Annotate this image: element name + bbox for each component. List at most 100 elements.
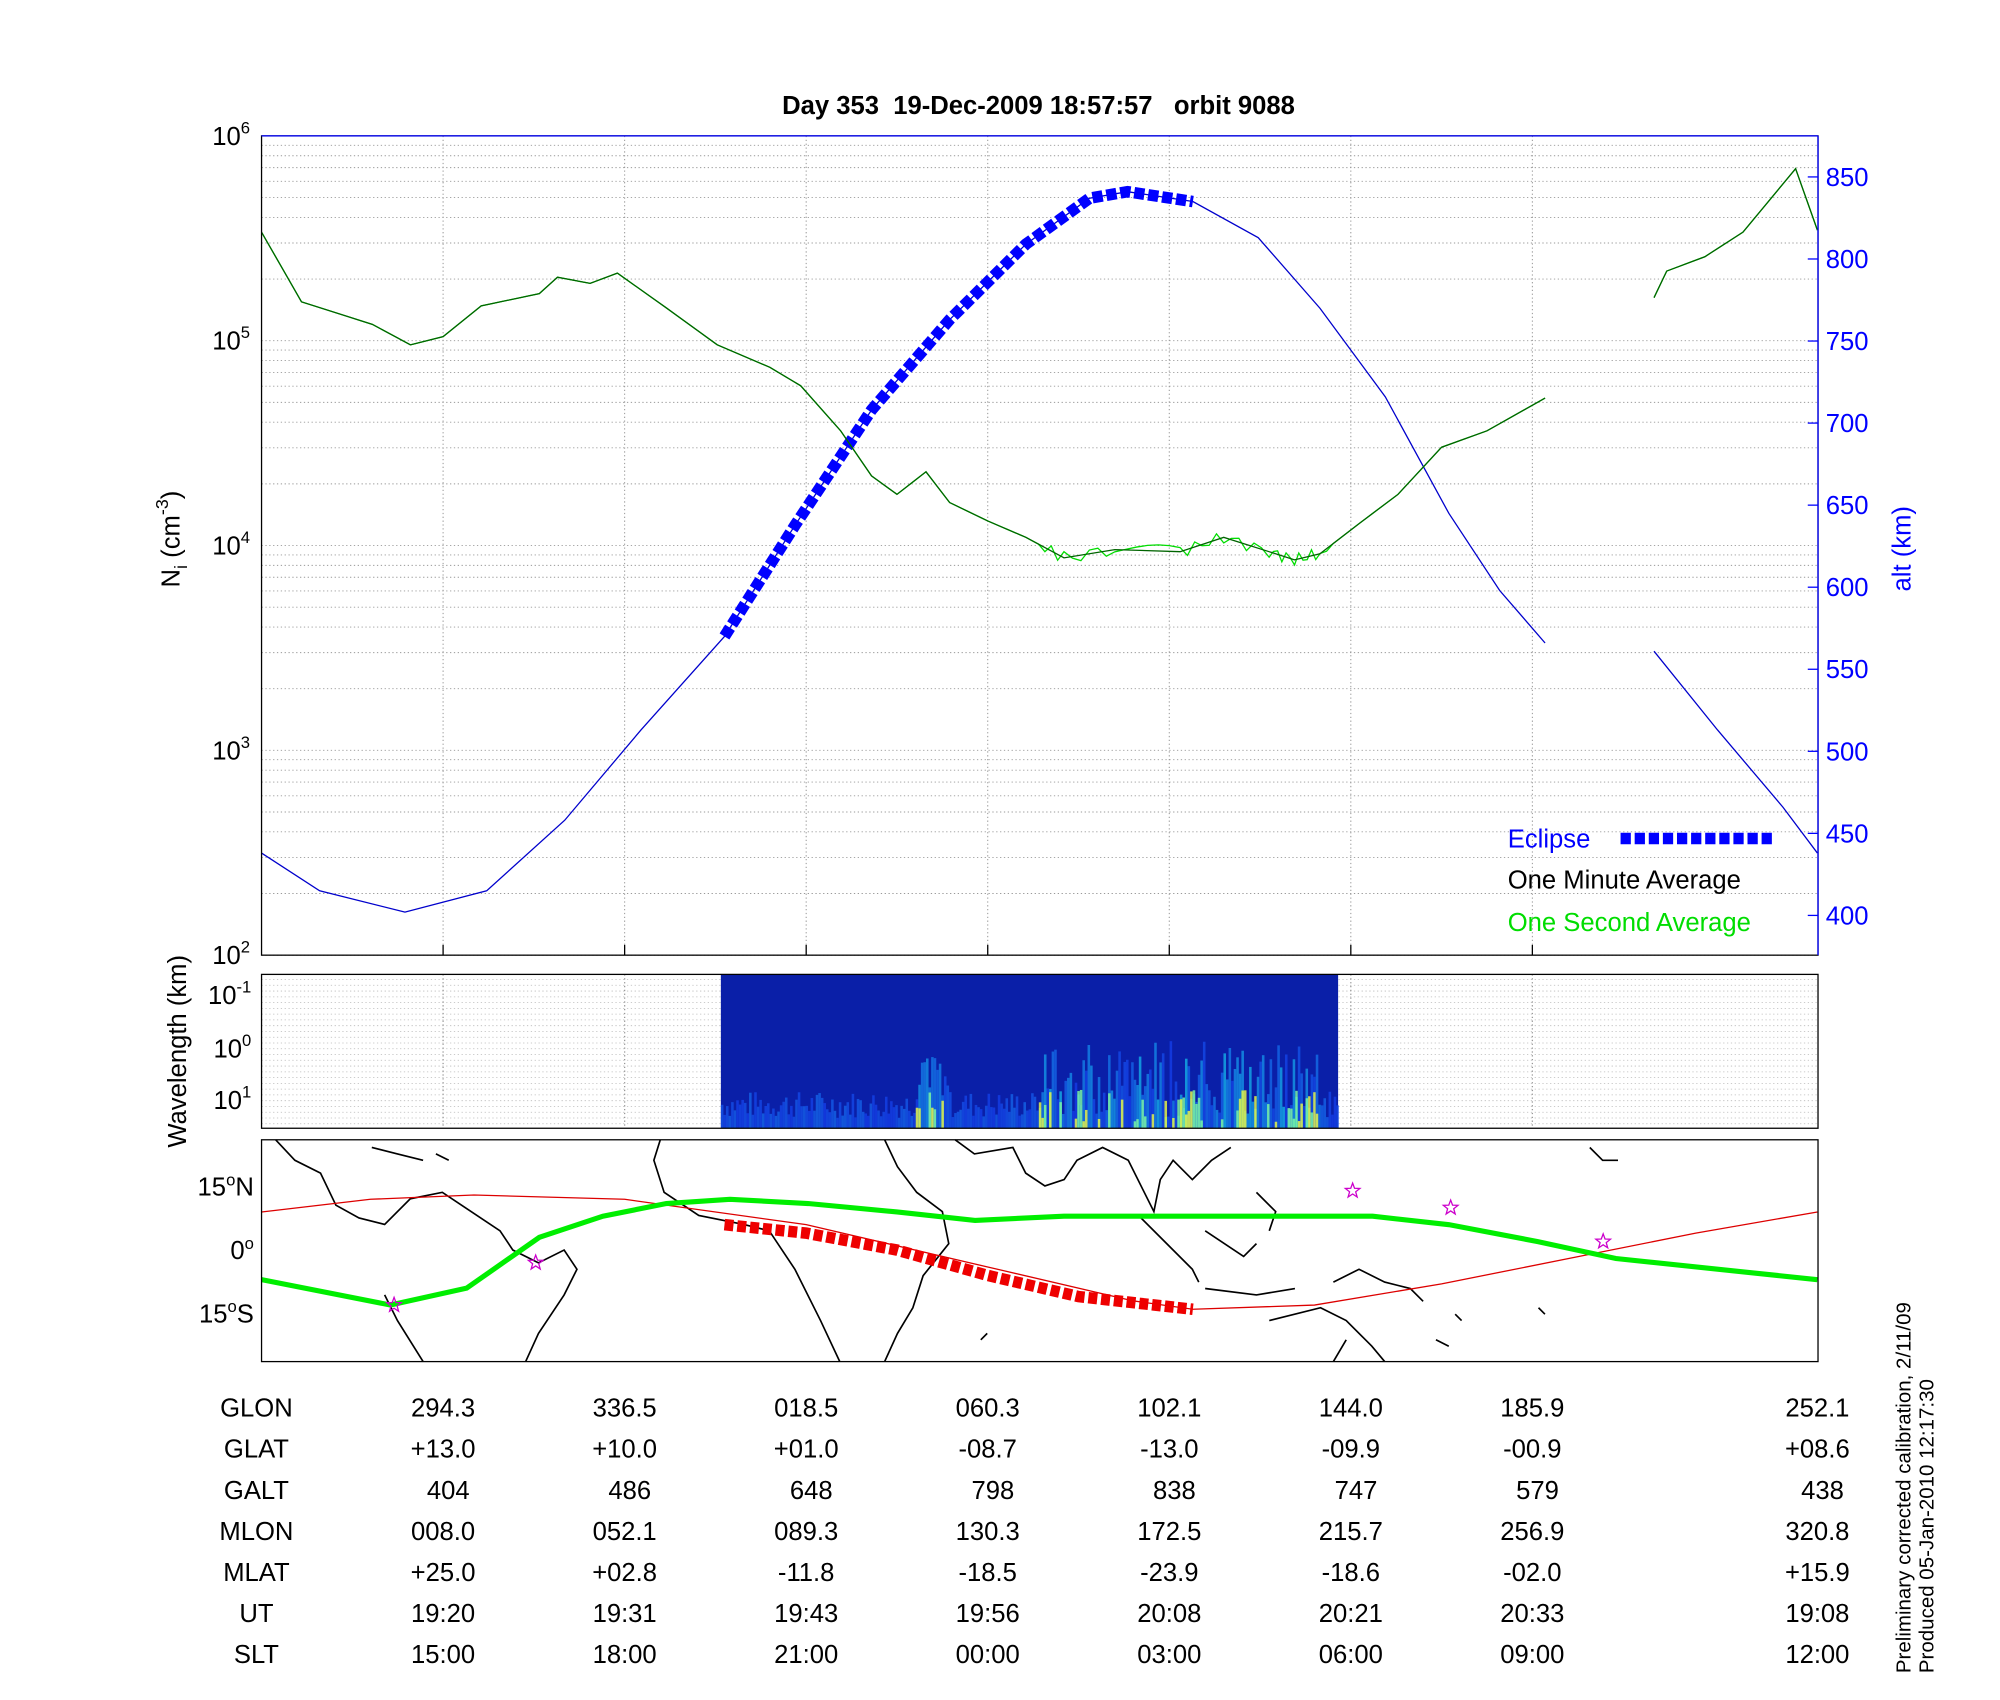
spectrogram-hot bbox=[1315, 1113, 1319, 1129]
spectrogram-hot bbox=[1287, 1108, 1291, 1129]
spectrogram-hot bbox=[1182, 1097, 1185, 1129]
spectrogram-hot bbox=[1297, 1121, 1301, 1129]
spectrogram-column bbox=[756, 1106, 760, 1129]
spectrogram-column bbox=[1054, 1049, 1057, 1129]
spectrogram-column bbox=[1231, 1080, 1234, 1129]
y2-tick-label: 650 bbox=[1826, 492, 1869, 520]
spectrogram-column bbox=[956, 1111, 960, 1129]
spectrogram-column bbox=[1033, 1096, 1037, 1129]
y2-tick-label: 750 bbox=[1826, 328, 1869, 356]
spectrogram-y-label: Wavelength (km) bbox=[164, 955, 192, 1148]
table-cell: -18.6 bbox=[1322, 1559, 1380, 1587]
density-minute-line bbox=[1653, 167, 1818, 298]
spectrogram-column bbox=[879, 1116, 883, 1129]
spectrogram-hot bbox=[1197, 1097, 1201, 1129]
spectrogram-column bbox=[1336, 1105, 1339, 1129]
spectrogram-column bbox=[731, 1102, 734, 1129]
spectrogram-column bbox=[1202, 1041, 1206, 1129]
table-cell: 12:00 bbox=[1785, 1641, 1849, 1669]
tick-base: 10 bbox=[214, 1036, 243, 1064]
spectrogram-column bbox=[1161, 1053, 1165, 1129]
y-tick-exp: 2 bbox=[241, 938, 250, 957]
spectrogram-hot bbox=[1164, 1100, 1168, 1129]
spectrogram-column bbox=[918, 1084, 921, 1129]
spectrogram-column bbox=[1128, 1096, 1132, 1129]
spectrogram-column bbox=[1297, 1046, 1301, 1129]
spectrogram-hot bbox=[1077, 1091, 1080, 1129]
table-cell: 20:33 bbox=[1500, 1600, 1564, 1628]
spectrogram-column bbox=[997, 1095, 1001, 1129]
spectrogram-column bbox=[861, 1111, 865, 1129]
spectrogram-column bbox=[759, 1099, 762, 1129]
legend-eclipse: Eclipse bbox=[1508, 825, 1591, 853]
spectrogram-column bbox=[1036, 1110, 1039, 1129]
table-cell: 20:21 bbox=[1319, 1600, 1383, 1628]
y2-tick-label: 400 bbox=[1826, 902, 1869, 930]
table-cell: 838 bbox=[1153, 1477, 1196, 1505]
table-cell: 130.3 bbox=[956, 1518, 1020, 1546]
spectrogram-column bbox=[938, 1063, 942, 1129]
spectrogram-column bbox=[833, 1110, 837, 1129]
spectrogram-column bbox=[831, 1099, 834, 1129]
spectrogram-column bbox=[1184, 1058, 1188, 1129]
spectrogram-hot bbox=[1290, 1108, 1293, 1129]
spectrogram-hot bbox=[1179, 1099, 1183, 1129]
spectrogram-column bbox=[959, 1109, 962, 1129]
spectrogram-column bbox=[1115, 1070, 1119, 1129]
spectrogram-hot bbox=[1243, 1090, 1247, 1129]
spectrogram-column bbox=[1010, 1094, 1014, 1129]
spectrogram-column bbox=[808, 1110, 811, 1129]
legend-second: One Second Average bbox=[1508, 909, 1751, 937]
y-axis-label: Ni (cm-3) bbox=[152, 441, 191, 652]
spectrogram-column bbox=[1031, 1093, 1034, 1129]
degree-sign: o bbox=[227, 1297, 236, 1316]
table-cell: -08.7 bbox=[959, 1436, 1017, 1464]
table-cell: 144.0 bbox=[1319, 1395, 1383, 1423]
spectrogram-hot bbox=[1177, 1099, 1180, 1129]
y-tick-label: 103 bbox=[212, 733, 250, 766]
spectrogram-column bbox=[1090, 1065, 1093, 1129]
table-cell: 252.1 bbox=[1785, 1395, 1849, 1423]
spectrogram-hot bbox=[1241, 1090, 1244, 1129]
table-cell: 320.8 bbox=[1785, 1518, 1849, 1546]
spectrogram-column bbox=[884, 1096, 888, 1129]
spectrogram-column bbox=[849, 1114, 852, 1129]
latitude-tick-label: 0o bbox=[230, 1234, 254, 1265]
table-cell: +10.0 bbox=[592, 1436, 657, 1464]
spectrogram-column bbox=[1005, 1098, 1009, 1129]
spectrogram-column bbox=[1043, 1054, 1047, 1129]
table-cell: -11.8 bbox=[778, 1559, 835, 1587]
spectrogram-column bbox=[1064, 1080, 1068, 1129]
latitude-tick-label: 15oN bbox=[198, 1170, 254, 1201]
spectrogram-column bbox=[992, 1107, 996, 1129]
spectrogram-column bbox=[967, 1108, 970, 1129]
spectrogram-column bbox=[1249, 1066, 1252, 1129]
spectrogram-column bbox=[1018, 1115, 1021, 1129]
spectrogram-column bbox=[1218, 1112, 1221, 1129]
chart-title: Day 353 19-Dec-2009 18:57:57 orbit 9088 bbox=[782, 92, 1295, 120]
spectrogram-column bbox=[1084, 1070, 1088, 1129]
hemisphere: S bbox=[237, 1300, 254, 1328]
spectrogram-hot bbox=[1043, 1104, 1047, 1129]
spectrogram-column bbox=[777, 1111, 780, 1129]
spectrogram-column bbox=[1133, 1079, 1137, 1129]
table-cell: 185.9 bbox=[1500, 1395, 1564, 1423]
spectrogram-hot bbox=[1292, 1118, 1296, 1129]
tick-exp: -1 bbox=[236, 977, 251, 996]
spectrogram-hot bbox=[1192, 1090, 1196, 1129]
spectrogram-column bbox=[733, 1110, 737, 1129]
spectrogram-column bbox=[1223, 1053, 1227, 1129]
spectrogram-column bbox=[1277, 1045, 1280, 1129]
spectrogram-column bbox=[1328, 1091, 1332, 1129]
spectrogram-tick-label: 101 bbox=[214, 1082, 252, 1115]
table-cell: +13.0 bbox=[411, 1436, 476, 1464]
spectrogram-column bbox=[923, 1062, 926, 1129]
calibration-note: Preliminary corrected calibration, 2/11/… bbox=[1892, 1302, 1915, 1673]
spectrogram-column bbox=[1002, 1108, 1006, 1129]
spectrogram-hot bbox=[1041, 1117, 1044, 1129]
spectrogram-column bbox=[1261, 1055, 1265, 1129]
table-cell: +08.6 bbox=[1785, 1436, 1850, 1464]
spectrogram-column bbox=[736, 1100, 739, 1129]
spectrogram-column bbox=[1215, 1109, 1219, 1129]
spectrogram-column bbox=[1067, 1077, 1070, 1129]
